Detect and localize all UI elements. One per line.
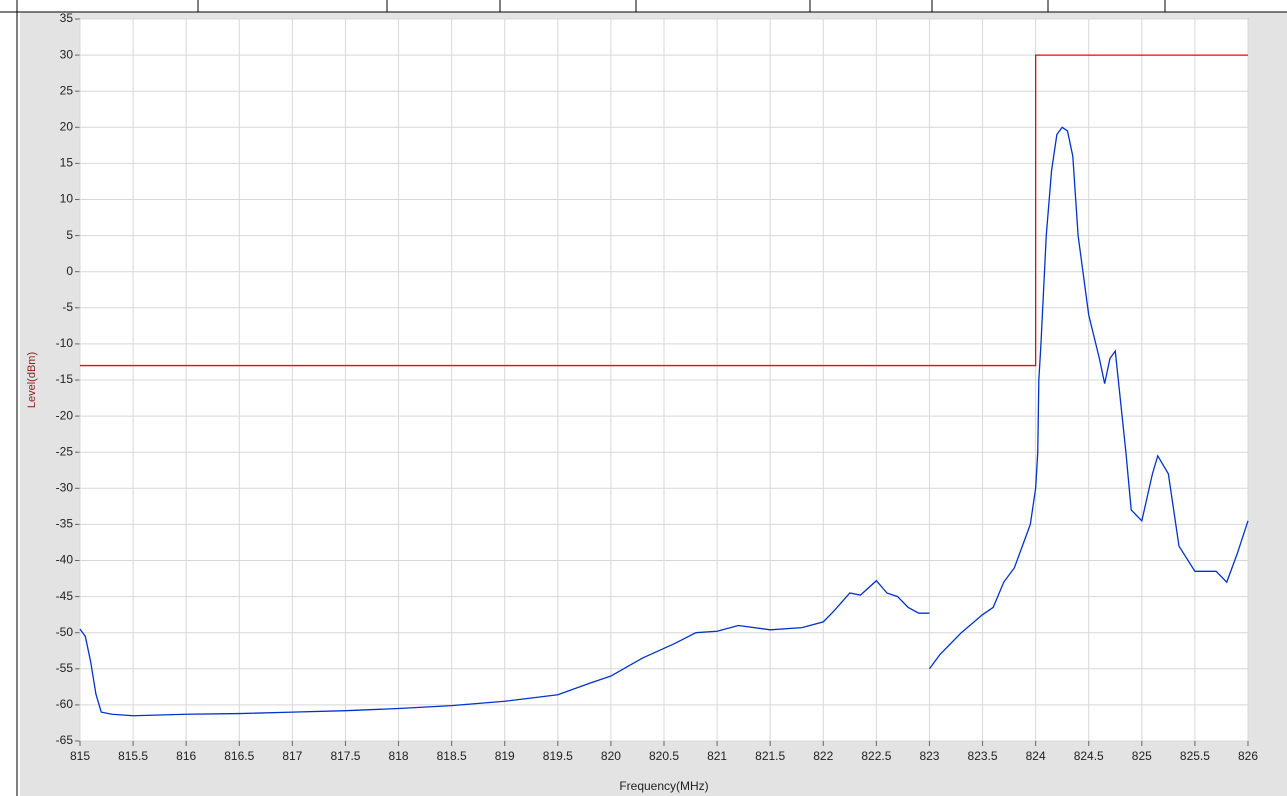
- y-tick-label: -5: [62, 300, 73, 314]
- x-tick-label: 817.5: [330, 749, 360, 763]
- x-tick-label: 815: [70, 749, 90, 763]
- y-tick-label: 25: [60, 83, 74, 97]
- y-axis-label: Level(dBm): [26, 352, 38, 408]
- x-tick-label: 819.5: [543, 749, 573, 763]
- y-tick-label: 30: [60, 47, 74, 61]
- y-tick-label: -50: [56, 625, 74, 639]
- x-tick-label: 817: [282, 749, 302, 763]
- y-tick-label: 10: [60, 192, 74, 206]
- y-tick-label: -45: [56, 589, 74, 603]
- x-tick-label: 821: [707, 749, 727, 763]
- header-cells: [197, 0, 1166, 12]
- y-tick-label: -20: [56, 408, 74, 422]
- x-tick-label: 825.5: [1180, 749, 1210, 763]
- x-axis-label: Frequency(MHz): [619, 779, 708, 793]
- y-tick-label: -35: [56, 517, 74, 531]
- y-tick-label: -65: [56, 733, 74, 747]
- y-tick-label: 20: [60, 119, 74, 133]
- y-tick-label: 15: [60, 156, 74, 170]
- series-line: [80, 54, 1248, 367]
- y-tick-label: 35: [60, 11, 74, 25]
- y-tick-label: -60: [56, 697, 74, 711]
- x-tick-label: 826: [1238, 749, 1258, 763]
- x-tick-label: 816: [176, 749, 196, 763]
- y-tick-label: -40: [56, 553, 74, 567]
- x-tick-label: 821.5: [755, 749, 785, 763]
- y-tick-label: 0: [66, 264, 73, 278]
- x-tick-label: 816.5: [224, 749, 254, 763]
- x-tick-label: 822.5: [861, 749, 891, 763]
- x-tick-label: 820.5: [649, 749, 679, 763]
- y-tick-label: 5: [66, 228, 73, 242]
- x-tick-label: 815.5: [118, 749, 148, 763]
- y-tick-label: -10: [56, 336, 74, 350]
- x-tick-label: 818: [389, 749, 409, 763]
- y-tick-label: -55: [56, 661, 74, 675]
- x-tick-label: 824.5: [1074, 749, 1104, 763]
- y-tick-label: -30: [56, 480, 74, 494]
- x-tick-label: 825: [1132, 749, 1152, 763]
- x-tick-label: 822: [813, 749, 833, 763]
- y-tick-label: -15: [56, 372, 74, 386]
- x-tick-label: 818.5: [437, 749, 467, 763]
- x-tick-label: 823.5: [968, 749, 998, 763]
- y-tick-label: -25: [56, 444, 74, 458]
- x-tick-label: 820: [601, 749, 621, 763]
- series-line: [79, 126, 1249, 717]
- x-tick-label: 824: [1026, 749, 1046, 763]
- x-tick-label: 819: [495, 749, 515, 763]
- x-tick-label: 823: [919, 749, 939, 763]
